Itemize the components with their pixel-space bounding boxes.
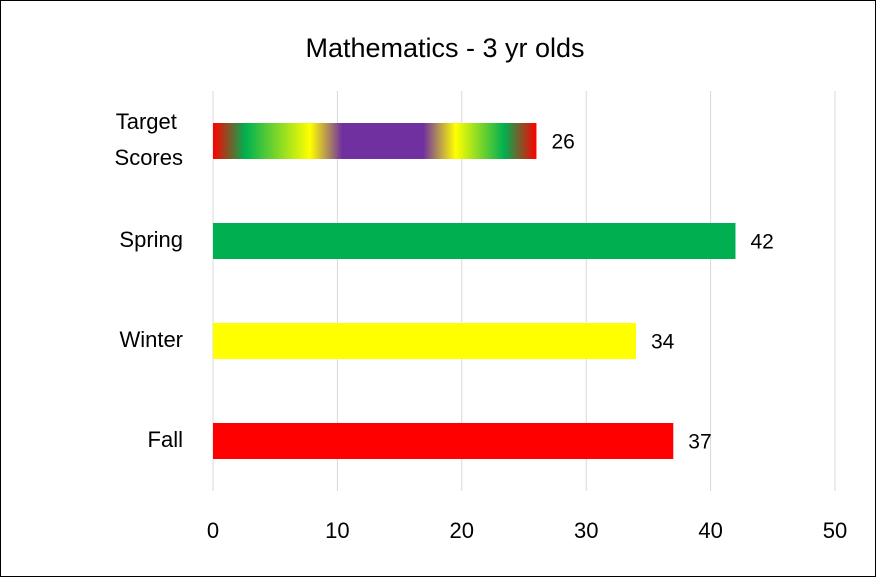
bar (213, 123, 537, 159)
data-label: 34 (651, 331, 675, 354)
x-tick-label: 10 (325, 518, 349, 543)
data-label: 42 (750, 231, 773, 254)
x-tick-label: 30 (574, 518, 598, 543)
x-tick-label: 20 (450, 518, 474, 543)
bar (213, 323, 636, 359)
y-tick-label: Fall (148, 427, 183, 452)
x-tick-label: 50 (823, 518, 847, 543)
x-tick-label: 40 (698, 518, 722, 543)
bar (213, 423, 674, 459)
y-tick-label: Spring (119, 227, 183, 252)
data-label: 26 (551, 131, 574, 154)
y-tick-label: Winter (119, 327, 183, 352)
x-tick-label: 0 (207, 518, 219, 543)
y-tick-label: Target Scores (115, 109, 183, 170)
chart-title: Mathematics - 3 yr olds (305, 33, 584, 63)
bar (213, 223, 736, 259)
data-label: 37 (688, 431, 711, 454)
